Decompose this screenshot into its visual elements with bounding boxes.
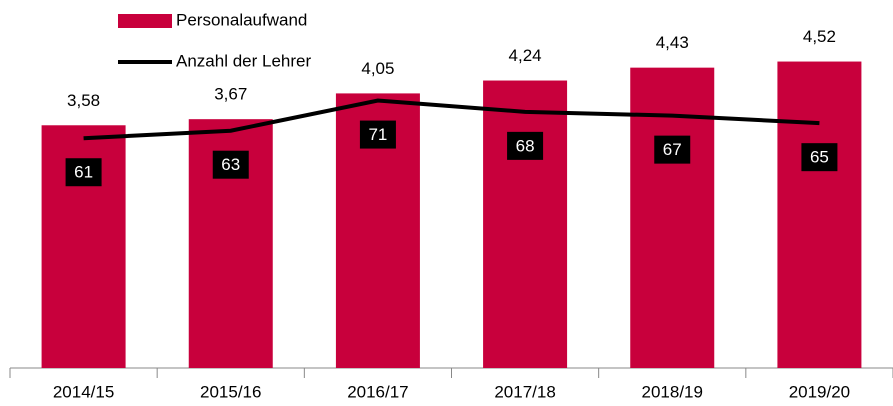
line-label-box	[654, 135, 691, 164]
bar-value-label: 3,58	[67, 91, 100, 110]
bar	[483, 80, 568, 368]
bar-value-label: 4,43	[656, 33, 689, 52]
legend-swatch	[118, 14, 172, 28]
x-tick-label: 2018/19	[642, 382, 703, 401]
bar	[630, 67, 715, 369]
line-value-label: 65	[810, 148, 829, 167]
line-value-label: 67	[663, 140, 682, 159]
line-label-box	[507, 131, 544, 160]
line-label-box	[359, 120, 396, 149]
x-tick-label: 2014/15	[53, 382, 114, 401]
x-tick-label: 2017/18	[494, 382, 555, 401]
line-value-label: 68	[516, 136, 535, 155]
bar-value-label: 3,67	[214, 85, 247, 104]
line-value-label: 63	[221, 155, 240, 174]
line-label-box	[212, 150, 249, 179]
line-value-label: 71	[368, 125, 387, 144]
legend-label: Personalaufwand	[176, 10, 307, 29]
legend-label: Anzahl der Lehrer	[176, 51, 311, 70]
line-value-label: 61	[74, 163, 93, 182]
line-label-box	[65, 158, 102, 187]
x-tick-label: 2016/17	[347, 382, 408, 401]
x-tick-label: 2019/20	[789, 382, 850, 401]
bar-value-label: 4,52	[803, 27, 836, 46]
bar-value-label: 4,24	[509, 46, 542, 65]
line-label-box	[801, 143, 838, 172]
x-tick-label: 2015/16	[200, 382, 261, 401]
line	[83, 98, 820, 141]
bar	[777, 61, 862, 368]
bar-value-label: 4,05	[361, 59, 394, 78]
